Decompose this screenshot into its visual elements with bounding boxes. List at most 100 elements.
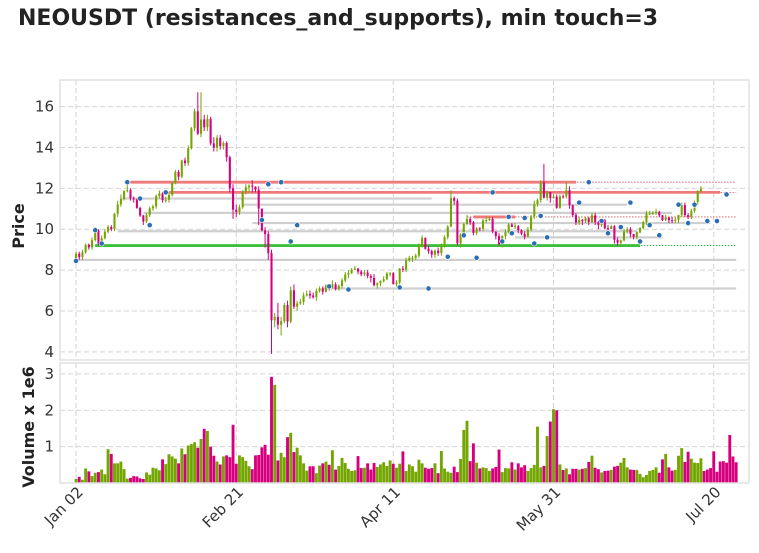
touch-marker	[537, 213, 544, 219]
volume-bar	[353, 470, 357, 483]
candle-down	[308, 293, 312, 296]
candle-down	[510, 224, 513, 227]
volume-bar	[455, 472, 459, 483]
volume-bar	[369, 469, 373, 483]
volume-bar	[555, 410, 559, 483]
candle-down	[581, 219, 584, 222]
candle-up	[190, 128, 193, 149]
candle-down	[356, 268, 360, 272]
volume-bar	[151, 467, 155, 483]
volume-bar	[177, 463, 181, 483]
price-tick-label: 8	[44, 261, 54, 279]
volume-bar	[734, 462, 738, 483]
volume-bar	[382, 462, 386, 483]
candle-up	[565, 190, 568, 197]
touch-marker	[723, 191, 730, 198]
volume-bar	[241, 457, 245, 483]
touch-marker	[294, 222, 301, 229]
x-tick-label: Feb 21	[199, 483, 247, 531]
volume-bar	[430, 468, 434, 483]
volume-bar	[314, 473, 318, 483]
candle-down	[555, 196, 558, 208]
volume-bar	[705, 469, 709, 483]
volume-bar	[116, 463, 120, 483]
touch-marker	[73, 257, 79, 264]
candle-up	[414, 255, 417, 258]
volume-bar	[109, 453, 113, 483]
volume-bar	[568, 474, 571, 483]
volume-bar	[532, 464, 536, 483]
candle-down	[453, 198, 456, 201]
volume-bars	[74, 376, 738, 483]
touch-marker	[521, 215, 528, 221]
candle-down	[392, 273, 395, 285]
volume-bar	[417, 459, 421, 483]
volume-bar	[494, 467, 498, 483]
touch-marker	[576, 199, 583, 206]
touch-marker	[544, 234, 551, 241]
candle-up	[113, 213, 116, 230]
volume-tick-label: 2	[44, 401, 54, 419]
candle-up	[677, 215, 680, 220]
touch-marker	[265, 181, 272, 188]
candle-up	[385, 273, 388, 280]
volume-bar	[667, 467, 671, 483]
candle-up	[331, 284, 334, 288]
volume-bar	[587, 461, 591, 483]
volume-bar	[548, 421, 552, 483]
volume-bar	[170, 456, 174, 483]
volume-bar	[129, 477, 132, 483]
volume-bar	[154, 468, 158, 483]
candle-up	[485, 220, 488, 221]
volume-tick-label: 1	[44, 438, 54, 456]
candle-up	[530, 216, 533, 230]
volume-bar	[395, 467, 398, 483]
candle-down	[594, 215, 597, 223]
candle-down	[203, 119, 206, 128]
candle-down	[228, 157, 231, 189]
candle-down	[683, 205, 686, 216]
volume-bar	[366, 463, 370, 483]
volume-bar	[388, 460, 392, 483]
candle-down	[235, 209, 238, 213]
candle-up	[504, 231, 507, 236]
volume-bar	[510, 462, 514, 483]
x-tick-label: Jul 20	[681, 483, 724, 526]
candle-down	[142, 215, 145, 222]
volume-bar	[478, 468, 482, 483]
volume-bar	[263, 444, 267, 483]
volume-bar	[709, 468, 712, 483]
candle-up	[552, 196, 555, 199]
volume-bar	[433, 463, 437, 483]
volume-bar	[683, 461, 687, 483]
candle-down	[430, 251, 433, 255]
volume-bar	[161, 459, 164, 483]
touch-marker	[505, 214, 512, 220]
candle-down	[292, 290, 295, 307]
volume-bar	[324, 461, 328, 483]
volume-bar	[616, 465, 620, 483]
candle-up	[289, 290, 292, 322]
volume-bar	[231, 424, 235, 483]
candle-up	[590, 215, 594, 223]
candle-up	[405, 260, 408, 270]
candle-down	[562, 196, 565, 198]
volume-bar	[164, 464, 168, 483]
candle-up	[622, 231, 626, 241]
volume-bar	[74, 479, 78, 483]
volume-bar	[189, 444, 193, 483]
volume-bar	[282, 457, 286, 483]
candle-up	[398, 268, 401, 283]
level-lines	[76, 180, 737, 290]
volume-bar	[420, 463, 424, 483]
volume-bar	[638, 473, 642, 483]
candle-up	[145, 215, 148, 222]
volume-bar	[718, 461, 722, 483]
volume-bar	[686, 451, 690, 483]
candle-down	[574, 215, 577, 223]
candle-up	[84, 244, 87, 253]
touch-marker	[326, 283, 333, 290]
candle-up	[337, 286, 340, 290]
candle-up	[305, 293, 308, 296]
volume-bar	[404, 471, 408, 483]
